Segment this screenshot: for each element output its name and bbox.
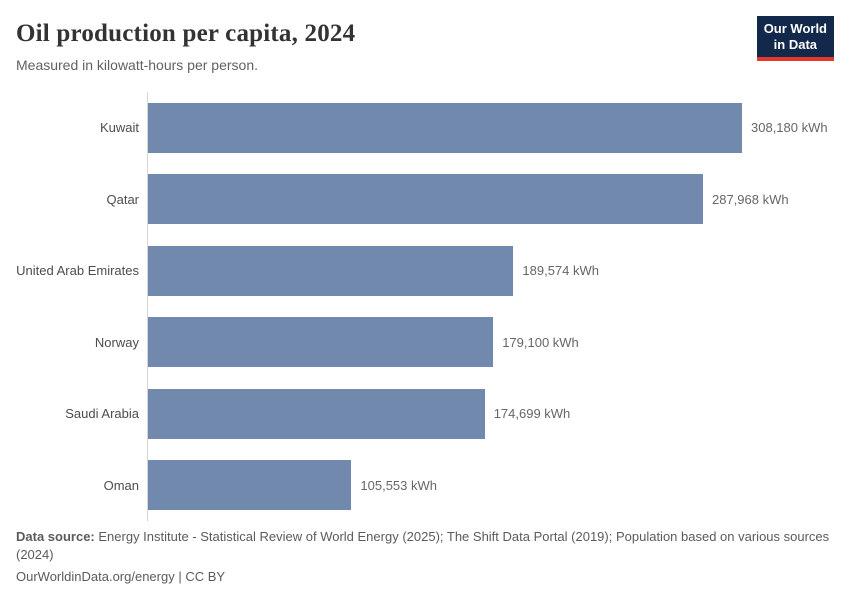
bar[interactable] <box>148 245 514 296</box>
owid-logo: Our World in Data <box>756 16 834 61</box>
bar[interactable] <box>148 317 494 368</box>
category-label: Saudi Arabia <box>65 406 139 422</box>
license-line: OurWorldinData.org/energy | CC BY <box>16 568 834 586</box>
value-label: 308,180 kWh <box>751 120 828 136</box>
data-source-line: Data source: Energy Institute - Statisti… <box>16 528 834 563</box>
chart-header: Oil production per capita, 2024 Measured… <box>16 16 834 73</box>
owid-logo-line1: Our World <box>763 21 827 36</box>
bar-row: Oman 105,553 kWh <box>16 449 834 521</box>
bar[interactable] <box>148 388 485 439</box>
license-link[interactable]: CC BY <box>185 569 226 585</box>
bar-area: 287,968 kWh <box>147 163 834 235</box>
bar-row: Qatar 287,968 kWh <box>16 163 834 235</box>
bar-row: Saudi Arabia 174,699 kWh <box>16 378 834 450</box>
value-label: 174,699 kWh <box>493 406 571 422</box>
data-source-label: Data source: <box>16 529 95 545</box>
bars: Kuwait 308,180 kWh Qatar 287,968 kWh United … <box>16 92 834 521</box>
bar-row: Kuwait 308,180 kWh <box>16 92 834 164</box>
bar-area: 174,699 kWh <box>147 378 834 450</box>
data-source-text: Energy Institute - Statistical Review of… <box>16 529 830 562</box>
value-label: 105,553 kWh <box>360 477 437 493</box>
bar-area: 308,180 kWh <box>147 92 834 164</box>
chart-subtitle: Measured in kilowatt-hours per person. <box>16 57 259 73</box>
bar[interactable] <box>148 102 742 153</box>
value-label: 189,574 kWh <box>522 263 599 279</box>
value-label: 287,968 kWh <box>712 191 789 207</box>
chart-footer: Data source: Energy Institute - Statisti… <box>16 528 834 586</box>
footer-separator: | <box>174 569 186 585</box>
bar-chart: Kuwait 308,180 kWh Qatar 287,968 kWh United … <box>16 92 834 521</box>
category-label: United Arab Emirates <box>16 263 139 279</box>
category-label: Norway <box>94 334 139 350</box>
category-label: Oman <box>103 477 139 493</box>
bar-area: 105,553 kWh <box>147 449 834 521</box>
bar[interactable] <box>148 174 703 225</box>
page-title: Oil production per capita, 2024 <box>16 20 356 47</box>
bar[interactable] <box>148 460 352 511</box>
owid-logo-line2: in Data <box>773 37 818 53</box>
bar-area: 189,574 kWh <box>147 235 834 307</box>
category-label: Qatar <box>106 191 139 207</box>
bar-row: United Arab Emirates 189,574 kWh <box>16 235 834 307</box>
category-label: Kuwait <box>99 120 139 136</box>
bar-area: 179,100 kWh <box>147 306 834 378</box>
bar-row: Norway 179,100 kWh <box>16 306 834 378</box>
value-label: 179,100 kWh <box>502 334 579 350</box>
owid-url-link[interactable]: OurWorldinData.org/energy <box>16 569 175 585</box>
